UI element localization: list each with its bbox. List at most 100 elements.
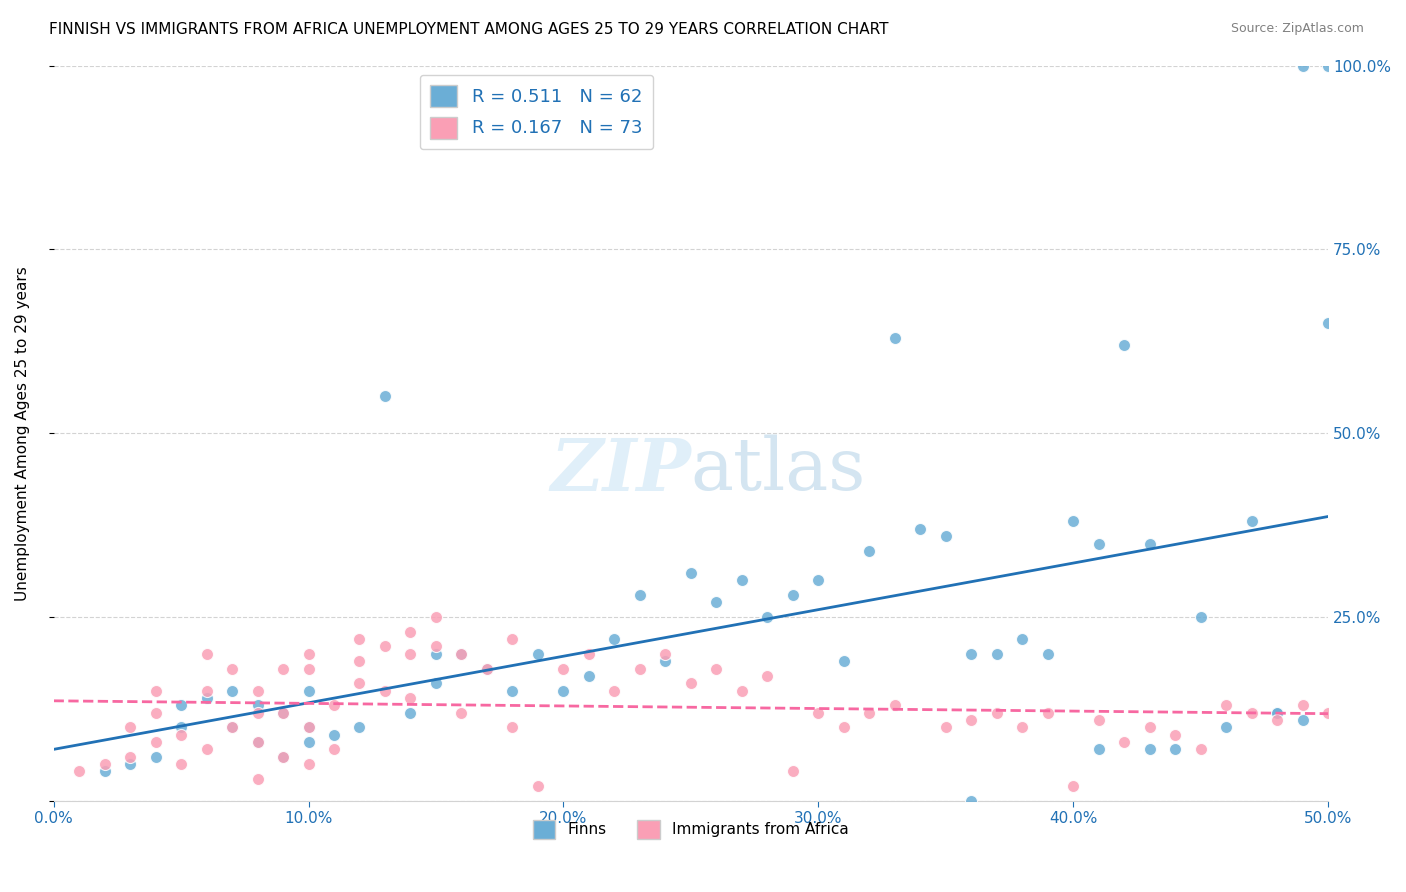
Point [349, 632, 371, 647]
Point [1139, 720, 1161, 734]
Point [960, 794, 983, 808]
Point [1011, 632, 1033, 647]
Point [731, 574, 754, 588]
Point [1265, 706, 1288, 720]
Point [603, 632, 626, 647]
Point [246, 735, 269, 749]
Point [527, 779, 550, 793]
Point [706, 595, 728, 609]
Point [374, 640, 396, 654]
Point [271, 749, 294, 764]
Point [145, 683, 167, 698]
Point [475, 661, 498, 675]
Text: FINNISH VS IMMIGRANTS FROM AFRICA UNEMPLOYMENT AMONG AGES 25 TO 29 YEARS CORRELA: FINNISH VS IMMIGRANTS FROM AFRICA UNEMPL… [49, 22, 889, 37]
Point [246, 698, 269, 713]
Point [93, 764, 115, 779]
Point [1240, 515, 1263, 529]
Point [1317, 706, 1340, 720]
Point [1291, 698, 1313, 713]
Point [297, 757, 319, 772]
Point [271, 749, 294, 764]
Point [832, 654, 855, 668]
Point [297, 720, 319, 734]
Point [731, 683, 754, 698]
Point [1087, 536, 1109, 550]
Legend: Finns, Immigrants from Africa: Finns, Immigrants from Africa [526, 814, 855, 845]
Point [221, 683, 243, 698]
Point [297, 647, 319, 661]
Point [1189, 742, 1212, 756]
Point [475, 661, 498, 675]
Point [782, 588, 804, 602]
Point [756, 669, 779, 683]
Point [501, 720, 523, 734]
Point [883, 698, 905, 713]
Point [425, 647, 447, 661]
Point [807, 706, 830, 720]
Point [425, 640, 447, 654]
Point [628, 588, 651, 602]
Point [654, 647, 676, 661]
Point [960, 647, 983, 661]
Point [935, 720, 957, 734]
Point [960, 713, 983, 727]
Point [399, 647, 422, 661]
Text: Source: ZipAtlas.com: Source: ZipAtlas.com [1230, 22, 1364, 36]
Point [986, 706, 1008, 720]
Point [399, 706, 422, 720]
Point [1265, 713, 1288, 727]
Point [425, 610, 447, 624]
Point [1114, 735, 1136, 749]
Point [450, 647, 472, 661]
Point [170, 728, 193, 742]
Point [807, 574, 830, 588]
Point [679, 566, 702, 580]
Point [654, 654, 676, 668]
Point [349, 676, 371, 690]
Point [246, 706, 269, 720]
Point [349, 720, 371, 734]
Point [883, 331, 905, 345]
Point [297, 661, 319, 675]
Point [374, 683, 396, 698]
Point [501, 683, 523, 698]
Point [221, 720, 243, 734]
Point [1062, 515, 1084, 529]
Point [1164, 728, 1187, 742]
Point [170, 698, 193, 713]
Point [910, 522, 932, 536]
Point [67, 764, 90, 779]
Point [145, 706, 167, 720]
Point [832, 720, 855, 734]
Point [1011, 720, 1033, 734]
Point [628, 661, 651, 675]
Point [1240, 706, 1263, 720]
Point [271, 661, 294, 675]
Point [145, 735, 167, 749]
Point [1215, 720, 1237, 734]
Point [1164, 742, 1187, 756]
Point [603, 683, 626, 698]
Point [450, 706, 472, 720]
Point [399, 624, 422, 639]
Point [1215, 698, 1237, 713]
Point [170, 757, 193, 772]
Point [756, 610, 779, 624]
Point [323, 698, 346, 713]
Point [1139, 742, 1161, 756]
Point [1317, 59, 1340, 73]
Point [553, 661, 575, 675]
Point [170, 720, 193, 734]
Point [246, 772, 269, 786]
Point [221, 720, 243, 734]
Point [578, 669, 600, 683]
Point [271, 706, 294, 720]
Point [1265, 706, 1288, 720]
Point [323, 742, 346, 756]
Point [679, 676, 702, 690]
Point [706, 661, 728, 675]
Point [1189, 610, 1212, 624]
Point [271, 706, 294, 720]
Point [858, 706, 880, 720]
Point [1317, 316, 1340, 330]
